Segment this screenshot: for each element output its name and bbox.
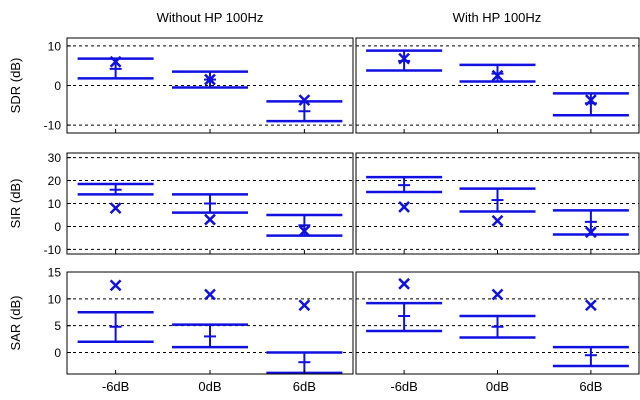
sdr-panel-without-hp: -10 0 10 — [44, 37, 354, 134]
x-tick-label: 0dB — [486, 379, 509, 394]
column-title-without-hp: Without HP 100Hz — [157, 10, 264, 25]
sdr-x-marker — [109, 55, 122, 68]
sir-ytick-label: 20 — [48, 174, 62, 188]
sdr-ytick-label: 10 — [48, 39, 62, 53]
sar-x-marker — [585, 299, 597, 312]
sir-x-marker — [298, 225, 311, 237]
x-tick-label: -6dB — [390, 379, 417, 394]
sir-ytick-label: 10 — [48, 197, 62, 211]
sir-x-marker — [109, 202, 122, 214]
sir-ytick-label: -10 — [44, 243, 62, 257]
sir-ytick-label: 0 — [54, 220, 61, 234]
sar-panel-frame — [66, 271, 354, 375]
x-tick-label: -6dB — [102, 379, 129, 394]
sdr-panel-frame — [355, 37, 640, 134]
sdr-x-marker — [585, 94, 597, 107]
sdr-x-marker — [298, 94, 311, 107]
sar-ytick-label: 15 — [48, 266, 62, 280]
sar-ytick-label: 10 — [48, 292, 62, 306]
sdr-ytick-label: -10 — [44, 119, 62, 133]
sir-x-marker — [585, 226, 597, 239]
sdr-ylabel: SDR (dB) — [8, 58, 23, 114]
x-tick-label: 0dB — [198, 379, 221, 394]
sar-panel-with-hp: -6dB 0dB 6dB — [355, 271, 640, 394]
sar-x-marker — [398, 277, 410, 290]
panel-grid: SDR (dB) -10 0 10 SIR (dB) -10 0 10 20 30 SAR (dB)… — [8, 37, 640, 394]
sir-ytick-label: 30 — [48, 151, 62, 165]
sar-x-marker — [298, 299, 311, 312]
sar-ytick-label: 0 — [54, 346, 61, 360]
sdr-x-marker — [204, 73, 216, 86]
sir-x-marker — [491, 214, 504, 227]
sir-x-marker — [204, 213, 216, 226]
sar-panel-without-hp: 0 5 10 15 -6dB 0dB 6dB — [48, 266, 354, 394]
sar-ylabel: SAR (dB) — [8, 296, 23, 351]
sdr-ytick-label: 0 — [54, 79, 61, 93]
sar-x-marker — [491, 288, 504, 301]
sir-panel-with-hp — [355, 152, 640, 255]
sir-panel-frame — [355, 152, 640, 255]
x-tick-label: 6dB — [293, 379, 316, 394]
sdr-panel-frame — [66, 37, 354, 134]
sar-panel-frame — [355, 271, 640, 375]
sir-ylabel: SIR (dB) — [8, 179, 23, 229]
sir-panel-frame — [66, 152, 354, 255]
sar-x-marker — [109, 279, 122, 292]
sdr-panel-with-hp — [355, 37, 640, 134]
sir-panel-without-hp: -10 0 10 20 30 — [44, 151, 354, 257]
sar-ytick-label: 5 — [54, 319, 61, 333]
sdr-x-marker — [398, 52, 410, 65]
column-title-with-hp: With HP 100Hz — [453, 10, 542, 25]
x-tick-label: 6dB — [579, 379, 602, 394]
sar-x-marker — [204, 288, 216, 301]
sdr-x-marker — [491, 69, 504, 82]
sir-x-marker — [398, 201, 410, 213]
